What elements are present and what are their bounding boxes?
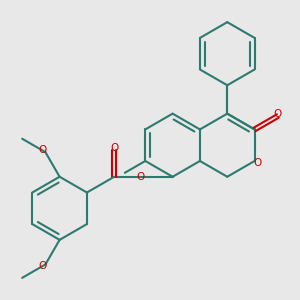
Text: O: O bbox=[39, 146, 47, 155]
Text: O: O bbox=[254, 158, 262, 168]
Text: O: O bbox=[136, 172, 144, 182]
Text: O: O bbox=[274, 109, 282, 119]
Text: O: O bbox=[39, 261, 47, 271]
Text: O: O bbox=[110, 143, 118, 153]
